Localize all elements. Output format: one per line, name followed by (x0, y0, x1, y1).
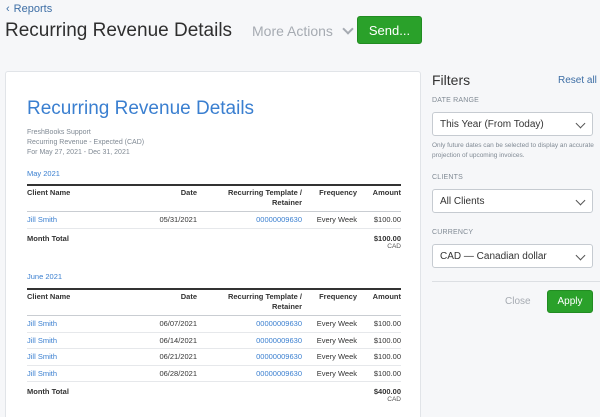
close-button[interactable]: Close (505, 296, 531, 307)
month-total-currency: CAD (387, 396, 401, 404)
send-button[interactable]: Send... (357, 16, 422, 44)
row-frequency: Every Week (302, 348, 357, 366)
chevron-down-icon (342, 23, 354, 35)
report-company: FreshBooks Support (27, 129, 91, 136)
col-date: Date (117, 288, 197, 316)
report-subtitle: Recurring Revenue - Expected (CAD) (27, 139, 145, 146)
clients-label: CLIENTS (432, 174, 463, 181)
table-header-row: Client Name Date Recurring Template / Re… (27, 184, 401, 212)
row-date: 06/14/2021 (117, 332, 197, 350)
more-actions-dropdown[interactable]: More Actions (252, 23, 354, 39)
month-total-label: Month Total (27, 381, 117, 408)
table-header-row: Client Name Date Recurring Template / Re… (27, 288, 401, 316)
col-client: Client Name (27, 184, 117, 212)
row-amount: $100.00 (357, 365, 401, 383)
chevron-down-icon (575, 195, 586, 206)
row-date: 06/07/2021 (117, 315, 197, 333)
row-date: 05/31/2021 (117, 211, 197, 229)
report-meta: FreshBooks Support Recurring Revenue - E… (27, 128, 144, 158)
month-total-amount: $400.00 CAD (357, 381, 401, 408)
month-total-value: $400.00 (373, 387, 401, 397)
back-to-reports-link[interactable]: ‹ Reports (6, 3, 52, 15)
col-client: Client Name (27, 288, 117, 316)
filters-title: Filters (432, 72, 471, 88)
table-row: Jill Smith 06/28/2021 00000009630 Every … (27, 365, 401, 383)
report-table-june: Client Name Date Recurring Template / Re… (27, 288, 401, 408)
chevron-left-icon: ‹ (6, 3, 10, 15)
table-row: Jill Smith 06/21/2021 00000009630 Every … (27, 348, 401, 366)
month-total-label: Month Total (27, 227, 117, 254)
client-link[interactable]: Jill Smith (27, 365, 117, 383)
apply-button[interactable]: Apply (547, 290, 593, 313)
more-actions-label: More Actions (252, 23, 333, 39)
col-date: Date (117, 184, 197, 212)
month-total-row: Month Total $400.00 CAD (27, 381, 401, 408)
month-total-currency: CAD (387, 242, 401, 250)
row-frequency: Every Week (302, 332, 357, 350)
date-range-select[interactable]: This Year (From Today) (432, 112, 593, 136)
report-table-may: Client Name Date Recurring Template / Re… (27, 184, 401, 254)
filters-divider (432, 281, 600, 282)
row-date: 06/28/2021 (117, 365, 197, 383)
col-template: Recurring Template / Retainer (197, 184, 302, 212)
report-title: Recurring Revenue Details (27, 98, 255, 119)
clients-value: All Clients (440, 195, 485, 207)
col-frequency: Frequency (302, 288, 357, 316)
currency-select[interactable]: CAD — Canadian dollar (432, 244, 593, 268)
month-total-amount: $100.00 CAD (357, 227, 401, 254)
client-link[interactable]: Jill Smith (27, 332, 117, 350)
section-label-may: May 2021 (27, 169, 60, 178)
table-row: Jill Smith 06/07/2021 00000009630 Every … (27, 315, 401, 333)
currency-label: CURRENCY (432, 229, 474, 236)
reset-all-link[interactable]: Reset all (558, 75, 597, 86)
row-date: 06/21/2021 (117, 348, 197, 366)
table-row: Jill Smith 05/31/2021 00000009630 Every … (27, 211, 401, 229)
section-label-june: June 2021 (27, 272, 63, 281)
col-amount: Amount (357, 184, 401, 212)
row-amount: $100.00 (357, 211, 401, 229)
report-period: For May 27, 2021 - Dec 31, 2021 (27, 149, 130, 156)
row-amount: $100.00 (357, 348, 401, 366)
col-template: Recurring Template / Retainer (197, 288, 302, 316)
template-link[interactable]: 00000009630 (197, 315, 302, 333)
month-total-row: Month Total $100.00 CAD (27, 227, 401, 254)
row-amount: $100.00 (357, 332, 401, 350)
back-link-label: Reports (13, 3, 53, 15)
template-link[interactable]: 00000009630 (197, 332, 302, 350)
col-frequency: Frequency (302, 184, 357, 212)
month-total-value: $100.00 (373, 233, 401, 243)
client-link[interactable]: Jill Smith (27, 348, 117, 366)
date-range-hint: Only future dates can be selected to dis… (432, 142, 594, 159)
template-link[interactable]: 00000009630 (197, 365, 302, 383)
report-preview: Recurring Revenue Details FreshBooks Sup… (5, 71, 421, 417)
client-link[interactable]: Jill Smith (27, 315, 117, 333)
row-frequency: Every Week (302, 315, 357, 333)
row-frequency: Every Week (302, 211, 357, 229)
date-range-label: DATE RANGE (432, 97, 479, 104)
chevron-down-icon (575, 118, 586, 129)
clients-select[interactable]: All Clients (432, 189, 593, 213)
col-amount: Amount (357, 288, 401, 316)
client-link[interactable]: Jill Smith (27, 211, 117, 229)
row-amount: $100.00 (357, 315, 401, 333)
table-row: Jill Smith 06/14/2021 00000009630 Every … (27, 332, 401, 350)
chevron-down-icon (575, 250, 586, 261)
template-link[interactable]: 00000009630 (197, 211, 302, 229)
page-title: Recurring Revenue Details (5, 20, 233, 41)
currency-value: CAD — Canadian dollar (440, 250, 547, 262)
row-frequency: Every Week (302, 365, 357, 383)
date-range-value: This Year (From Today) (440, 118, 544, 130)
template-link[interactable]: 00000009630 (197, 348, 302, 366)
